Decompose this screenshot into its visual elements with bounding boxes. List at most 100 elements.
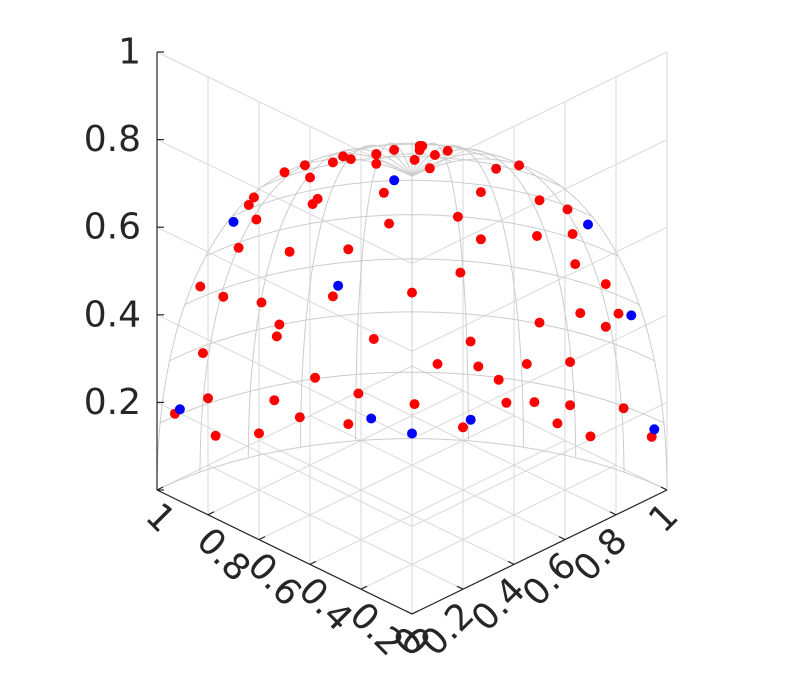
longitude-line — [355, 142, 413, 441]
y-tick — [558, 536, 566, 541]
data-point — [529, 397, 540, 408]
data-point — [417, 141, 428, 151]
wall-grid-line — [156, 226, 413, 352]
data-point — [465, 414, 476, 425]
data-point — [384, 218, 395, 229]
data-point — [475, 234, 486, 245]
data-point — [251, 214, 262, 225]
floor-grid-line — [411, 365, 668, 491]
data-point — [552, 418, 563, 429]
floor-grid-line — [258, 415, 515, 541]
data-point — [432, 359, 443, 369]
data-point — [256, 297, 267, 308]
data-point — [646, 431, 657, 442]
data-point — [583, 219, 593, 230]
data-point — [600, 279, 611, 290]
data-point — [271, 331, 282, 342]
x-tick — [207, 511, 215, 516]
data-point — [534, 317, 545, 328]
longitude-line — [411, 158, 668, 491]
data-point — [195, 281, 206, 292]
x-tick — [156, 486, 164, 491]
data-point — [389, 144, 400, 155]
longitude-line — [411, 142, 469, 441]
floor-grid-line — [309, 415, 566, 541]
data-point — [389, 175, 400, 186]
wall-grid-line — [411, 314, 668, 440]
data-point — [299, 160, 310, 171]
z-tick-label: 0.6 — [84, 207, 141, 248]
floor-grid-line — [360, 390, 617, 516]
y-tick — [660, 486, 668, 491]
data-point — [228, 216, 239, 227]
data-point — [218, 291, 229, 302]
floor-grid-line — [309, 439, 566, 565]
x-axis-line — [156, 489, 413, 615]
floor-grid-line — [258, 439, 515, 565]
data-point — [465, 336, 476, 347]
data-point — [618, 403, 629, 414]
z-tick-label: 0.4 — [84, 294, 141, 335]
wall-grid-line — [411, 401, 668, 527]
data-point — [407, 428, 417, 439]
data-point — [409, 399, 420, 410]
data-point — [327, 291, 338, 302]
data-point — [174, 404, 185, 415]
y-axis-line — [411, 489, 668, 615]
data-point — [371, 158, 382, 169]
tick-labels: 00.20.40.60.8100.20.40.60.810.20.40.60.8… — [84, 32, 687, 665]
data-point — [575, 308, 586, 319]
y-tick — [507, 560, 515, 565]
data-point — [613, 308, 624, 319]
longitude-line — [156, 158, 413, 491]
data-point — [562, 204, 573, 215]
back-grid — [156, 51, 668, 615]
y-tick — [609, 511, 617, 516]
longitude-line — [199, 153, 413, 473]
data-point — [501, 397, 512, 408]
data-point — [473, 361, 484, 372]
data-point — [368, 334, 379, 344]
data-point — [442, 145, 453, 156]
data-point — [343, 419, 354, 430]
data-point — [649, 424, 660, 435]
floor-grid-line — [156, 365, 413, 491]
x-tick — [360, 585, 368, 590]
data-point — [284, 246, 295, 257]
data-point — [243, 200, 254, 210]
data-point — [310, 372, 321, 383]
y-tick-label: 1 — [641, 496, 686, 541]
data-point — [475, 187, 486, 198]
y-tick — [456, 585, 464, 590]
data-point — [521, 359, 532, 369]
data-point — [345, 154, 356, 165]
data-point — [279, 167, 290, 178]
data-point — [378, 187, 389, 198]
data-point — [353, 388, 364, 399]
x-tick-label: 1 — [138, 496, 183, 541]
data-point — [600, 321, 611, 332]
floor-grid-line — [207, 464, 464, 590]
data-point — [197, 348, 208, 359]
data-point — [294, 412, 305, 423]
data-point — [493, 374, 504, 385]
data-point — [534, 195, 545, 206]
data-point — [307, 199, 318, 210]
data-point — [565, 357, 576, 367]
floor-grid-line — [207, 390, 464, 516]
data-point — [409, 154, 420, 165]
data-point — [274, 319, 285, 330]
x-tick — [258, 536, 266, 541]
data-point — [532, 231, 542, 241]
x-tick — [411, 610, 419, 615]
axes — [156, 51, 668, 615]
longitude-line — [411, 148, 577, 458]
data-point — [424, 163, 435, 174]
z-tick-label: 1 — [118, 32, 141, 73]
wall-grid-line — [411, 226, 668, 352]
data-point — [327, 157, 338, 168]
data-point — [452, 211, 463, 222]
wall-grid-line — [156, 401, 413, 527]
longitude-line — [411, 144, 524, 448]
